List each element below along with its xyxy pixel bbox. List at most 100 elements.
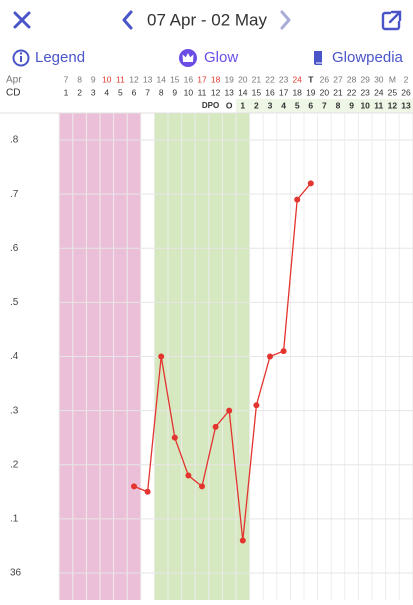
dpo-cell <box>317 99 332 113</box>
date-label: 28 <box>347 74 357 84</box>
date-label: 8 <box>77 74 82 84</box>
row-label: CD <box>6 88 20 99</box>
temperature-point <box>307 180 314 187</box>
dpo-label: 4 <box>281 100 286 110</box>
cycle-day: 3 <box>91 87 96 97</box>
y-tick-label: .3 <box>10 405 19 416</box>
y-tick-label: .7 <box>10 189 19 200</box>
dpo-cell <box>263 99 277 113</box>
temperature-point <box>171 434 178 441</box>
y-tick-label: .1 <box>10 513 19 524</box>
y-tick-label: .8 <box>10 135 19 146</box>
temperature-point <box>294 196 301 203</box>
dpo-label: 11 <box>374 100 383 110</box>
y-tick-label: .6 <box>10 243 19 254</box>
temperature-point <box>131 483 137 490</box>
cycle-day: 8 <box>159 87 164 97</box>
cycle-day: 11 <box>198 87 207 97</box>
temperature-point <box>226 407 233 414</box>
cycle-day: 9 <box>172 87 177 97</box>
y-tick-label: 36 <box>10 568 22 579</box>
cycle-day: 17 <box>279 87 289 97</box>
dpo-label: O <box>226 100 233 110</box>
dpo-cell <box>385 99 400 113</box>
dpo-label: 12 <box>388 100 398 110</box>
date-label: 12 <box>129 74 139 84</box>
date-label: 17 <box>197 74 207 84</box>
date-label: 24 <box>292 74 302 84</box>
dpo-label: 8 <box>336 100 341 110</box>
tab-label: Legend <box>35 49 85 66</box>
temperature-point <box>199 483 205 490</box>
temperature-point <box>144 488 151 495</box>
dpo-cell <box>358 99 372 113</box>
close-button[interactable] <box>13 11 31 29</box>
prev-button[interactable] <box>122 10 133 30</box>
cycle-day: 22 <box>347 87 357 97</box>
date-label: 11 <box>116 74 125 84</box>
cycle-day: 25 <box>388 87 398 97</box>
date-label: T <box>308 74 314 84</box>
date-label: 22 <box>265 74 275 84</box>
y-tick-label: .5 <box>10 297 19 308</box>
cycle-day: 23 <box>360 87 370 97</box>
date-label: 13 <box>143 74 153 84</box>
cycle-day: 15 <box>252 87 262 97</box>
dpo-cell <box>290 99 304 113</box>
dpo-label: 5 <box>295 100 300 110</box>
cycle-day: 16 <box>265 87 275 97</box>
date-label: 30 <box>374 74 384 84</box>
dpo-cell <box>276 99 291 113</box>
dpo-label: 3 <box>268 100 273 110</box>
dpo-cell <box>249 99 264 113</box>
cycle-day: 5 <box>118 87 123 97</box>
temperature-point <box>280 348 287 355</box>
date-range: 07 Apr - 02 May <box>147 10 268 29</box>
temperature-point <box>212 423 219 430</box>
dpo-cell <box>399 99 413 113</box>
date-label: 23 <box>279 74 289 84</box>
temperature-point <box>267 353 273 360</box>
date-label: M <box>389 74 396 84</box>
next-button[interactable] <box>280 10 291 30</box>
row-label: DPO <box>202 101 219 110</box>
date-label: 14 <box>156 74 166 84</box>
temperature-point <box>253 402 260 409</box>
dpo-cell <box>344 99 359 113</box>
dpo-label: 9 <box>349 100 354 110</box>
y-tick-label: .2 <box>10 459 19 470</box>
cycle-day: 6 <box>132 87 137 97</box>
dpo-cell <box>236 99 250 113</box>
dpo-label: 2 <box>254 100 259 110</box>
cycle-day: 18 <box>292 87 302 97</box>
cycle-day: 14 <box>238 87 248 97</box>
dpo-cell <box>304 99 318 113</box>
legend-tab[interactable]: Legend <box>12 49 86 67</box>
tab-label: Glow <box>204 49 238 66</box>
temperature-point <box>158 353 165 360</box>
cycle-day: 19 <box>306 87 316 97</box>
date-label: 10 <box>102 74 112 84</box>
cycle-day: 10 <box>184 87 194 97</box>
cycle-day: 20 <box>320 87 330 97</box>
dpo-label: 6 <box>308 100 313 110</box>
glowpedia-tab[interactable]: Glowpedia <box>314 49 404 66</box>
share-button[interactable] <box>381 10 402 31</box>
cycle-day: 4 <box>104 87 109 97</box>
glow-tab[interactable]: Glow <box>179 49 238 67</box>
date-label: 18 <box>211 74 221 84</box>
temperature-point <box>239 537 246 544</box>
date-label: 26 <box>320 74 330 84</box>
date-label: 21 <box>252 74 262 84</box>
date-label: 7 <box>64 74 69 84</box>
cycle-day: 1 <box>64 87 69 97</box>
dpo-label: 10 <box>360 100 370 110</box>
dpo-cell <box>372 99 386 113</box>
temperature-point <box>185 472 192 479</box>
date-label: 16 <box>184 74 194 84</box>
date-label: 27 <box>333 74 343 84</box>
row-label: Apr <box>6 75 22 86</box>
dpo-label: 13 <box>401 100 411 110</box>
